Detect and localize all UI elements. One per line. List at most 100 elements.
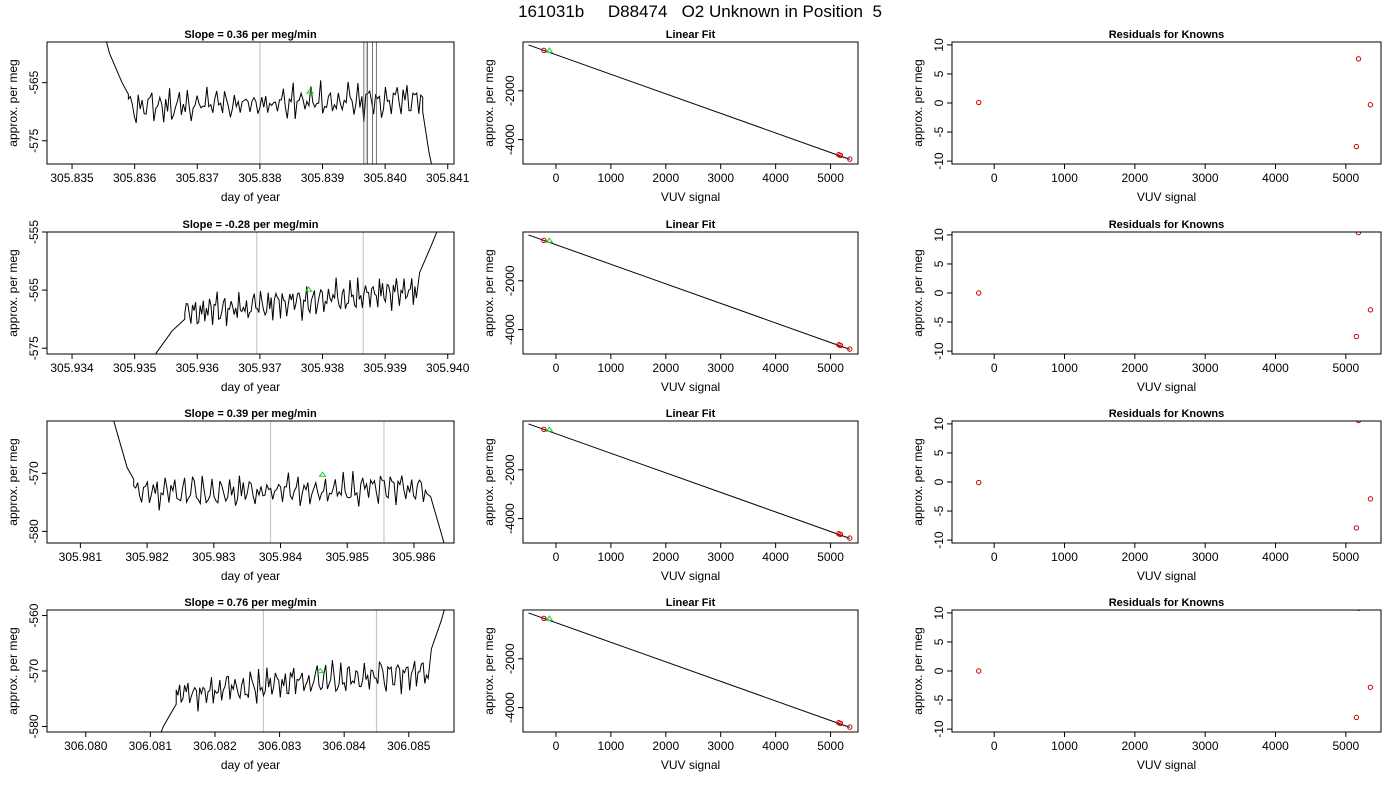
data-layer bbox=[528, 423, 853, 541]
x-tick-label: 4000 bbox=[1262, 739, 1289, 753]
plot-frame bbox=[46, 41, 455, 165]
y-tick-label: 0 bbox=[932, 478, 946, 485]
y-axis-label: approx. per meg bbox=[6, 438, 20, 525]
x-tick-label: 305.841 bbox=[426, 171, 470, 185]
residual-point bbox=[1353, 525, 1360, 531]
unknown-point bbox=[545, 426, 554, 432]
residual-point bbox=[976, 479, 982, 486]
y-axis-label: approx. per meg bbox=[482, 627, 496, 714]
data-layer bbox=[528, 234, 853, 352]
panel-title: Slope = -0.28 per meg/min bbox=[182, 219, 318, 231]
y-axis-label: approx. per meg bbox=[482, 249, 496, 336]
plot-frame bbox=[951, 609, 1382, 733]
fit-line bbox=[528, 234, 850, 350]
x-axis-label: day of year bbox=[221, 758, 280, 772]
x-tick-label: 5000 bbox=[1332, 550, 1359, 564]
panel-title: Residuals for Knowns bbox=[1109, 29, 1225, 41]
x-tick-label: 305.940 bbox=[426, 361, 470, 375]
panel-title: Slope = 0.76 per meg/min bbox=[184, 597, 317, 609]
y-tick-label: 10 bbox=[932, 417, 946, 431]
y-axis-label: approx. per meg bbox=[6, 627, 20, 714]
plot-frame bbox=[46, 420, 455, 544]
x-tick-label: 305.986 bbox=[392, 550, 436, 564]
y-tick-label: -580 bbox=[27, 714, 41, 738]
y-tick-label: -570 bbox=[27, 461, 41, 485]
x-tick-label: 4000 bbox=[1262, 171, 1289, 185]
known-point bbox=[847, 535, 853, 541]
x-tick-label: 0 bbox=[991, 550, 998, 564]
x-tick-label: 4000 bbox=[762, 171, 789, 185]
x-tick-label: 1000 bbox=[1051, 739, 1078, 753]
data-layer bbox=[113, 421, 445, 543]
x-tick-label: 5000 bbox=[1332, 739, 1359, 753]
x-tick-label: 3000 bbox=[707, 171, 734, 185]
x-tick-label: 305.838 bbox=[238, 171, 282, 185]
y-axis-label: approx. per meg bbox=[911, 249, 925, 336]
plot-frame bbox=[46, 609, 455, 733]
y-tick-label: -2000 bbox=[503, 454, 517, 485]
x-axis-label: VUV signal bbox=[661, 380, 720, 394]
y-tick-label: -4000 bbox=[503, 124, 517, 155]
x-tick-label: 2000 bbox=[652, 550, 679, 564]
known-point bbox=[837, 720, 844, 727]
known-point bbox=[541, 615, 547, 621]
y-tick-label: 5 bbox=[932, 449, 946, 456]
x-axis-label: day of year bbox=[221, 569, 280, 583]
y-tick-label: -2000 bbox=[503, 265, 517, 296]
x-tick-label: 2000 bbox=[652, 739, 679, 753]
panel-title: Linear Fit bbox=[666, 219, 716, 231]
known-point bbox=[837, 531, 844, 538]
y-tick-label: -10 bbox=[932, 531, 946, 549]
figure-title: 161031b D88474 O2 Unknown in Position 5 bbox=[518, 2, 882, 21]
residual-point bbox=[976, 99, 982, 106]
fit-line bbox=[528, 612, 850, 728]
y-tick-label: 10 bbox=[932, 38, 946, 52]
x-tick-label: 305.835 bbox=[50, 171, 94, 185]
x-tick-label: 2000 bbox=[1122, 361, 1149, 375]
x-tick-label: 0 bbox=[553, 171, 560, 185]
data-layer bbox=[976, 610, 1374, 721]
x-tick-label: 2000 bbox=[1122, 550, 1149, 564]
y-tick-label: -5 bbox=[932, 126, 946, 137]
y-tick-label: -2000 bbox=[503, 75, 517, 106]
panel-title: Slope = 0.36 per meg/min bbox=[184, 29, 317, 41]
x-tick-label: 305.937 bbox=[238, 361, 282, 375]
y-tick-label: -10 bbox=[932, 342, 946, 360]
panel-row4-timeseries: 306.080 306.081 306.082 306.083 306.084 306.0… bbox=[6, 597, 455, 772]
y-tick-label: 0 bbox=[932, 99, 946, 106]
x-tick-label: 0 bbox=[991, 361, 998, 375]
x-tick-label: 305.935 bbox=[113, 361, 157, 375]
panel-title: Residuals for Knowns bbox=[1109, 219, 1225, 231]
x-tick-label: 306.082 bbox=[193, 739, 237, 753]
x-tick-label: 1000 bbox=[598, 361, 625, 375]
x-tick-label: 2000 bbox=[652, 361, 679, 375]
x-tick-label: 5000 bbox=[1332, 361, 1359, 375]
x-tick-label: 5000 bbox=[817, 171, 844, 185]
series-line bbox=[154, 232, 438, 354]
plot-frame bbox=[951, 41, 1382, 165]
y-tick-label: -580 bbox=[27, 519, 41, 543]
x-tick-label: 306.083 bbox=[258, 739, 302, 753]
panel-row4-fit: 0 1000 2000 3000 4000 5000 -4000 -2000 Linear Fi… bbox=[482, 597, 859, 772]
fit-line bbox=[528, 423, 850, 539]
x-axis-label: VUV signal bbox=[661, 190, 720, 204]
x-axis-label: VUV signal bbox=[661, 569, 720, 583]
unknown-point bbox=[545, 615, 554, 621]
y-axis-label: approx. per meg bbox=[911, 59, 925, 146]
x-tick-label: 0 bbox=[991, 171, 998, 185]
y-axis-label: approx. per meg bbox=[911, 627, 925, 714]
data-layer bbox=[976, 421, 1374, 531]
x-tick-label: 1000 bbox=[1051, 171, 1078, 185]
x-tick-label: 3000 bbox=[1192, 550, 1219, 564]
x-tick-label: 1000 bbox=[598, 171, 625, 185]
y-tick-label: -10 bbox=[932, 152, 946, 170]
x-tick-label: 4000 bbox=[762, 739, 789, 753]
data-layer bbox=[976, 56, 1374, 150]
x-tick-label: 1000 bbox=[598, 550, 625, 564]
y-tick-label: 5 bbox=[932, 638, 946, 645]
panel-row3-residuals: 0 1000 2000 3000 4000 5000 -10 -5 0 5 10 Residuals … bbox=[911, 408, 1382, 583]
data-layer bbox=[528, 44, 853, 162]
panel-title: Slope = 0.39 per meg/min bbox=[184, 408, 317, 420]
data-layer bbox=[528, 612, 853, 730]
series-line bbox=[105, 42, 432, 164]
